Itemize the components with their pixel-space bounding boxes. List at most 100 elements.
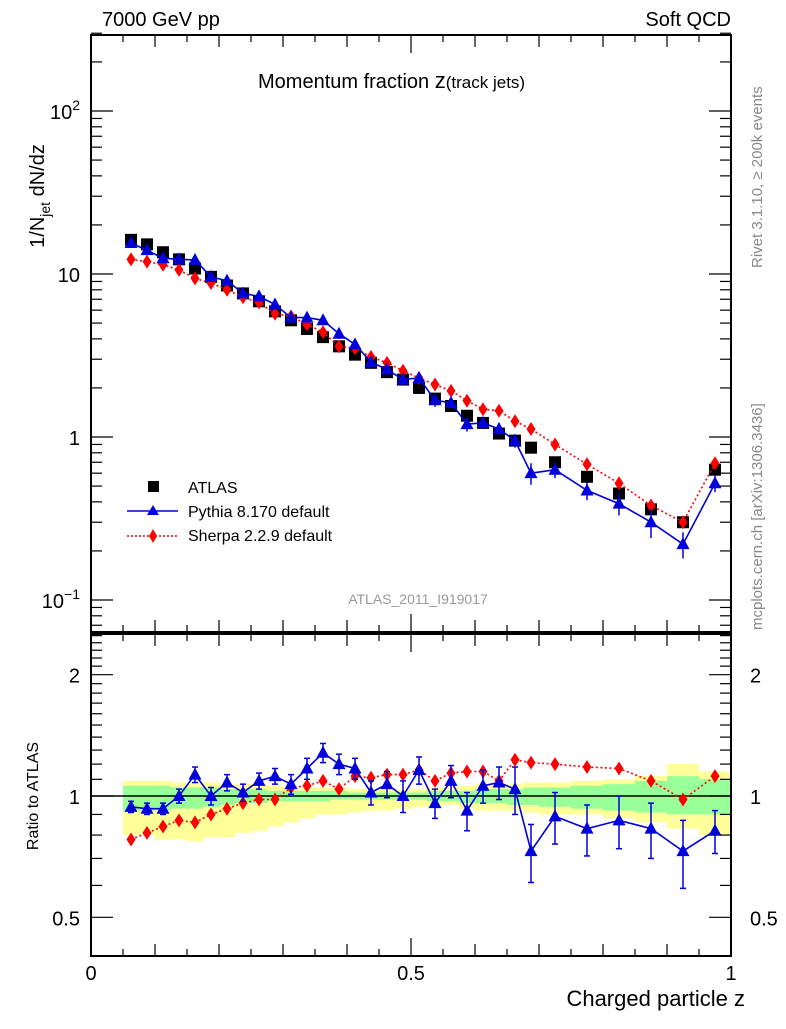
ratio-pythia-point: [460, 803, 474, 816]
ratio-sherpa-point: [462, 764, 472, 779]
main-sherpa-point: [142, 254, 152, 269]
ratio-sherpa-point: [190, 815, 200, 830]
legend-pythia-label: Pythia 8.170 default: [188, 504, 330, 521]
ratio-panel: 2 21 10.5 0.5 0 0.5 1 Ratio to ATLAS Charged …: [25, 633, 778, 1011]
mcplots-label: mcplots.cern.ch [arXiv:1306.3436]: [749, 403, 766, 630]
ratio-pythia-point: [428, 796, 442, 809]
ratio-pythia-point: [140, 801, 154, 814]
tick-exponent: −1: [64, 586, 80, 602]
main-sherpa-point: [526, 421, 536, 436]
legend-atlas-label: ATLAS: [188, 480, 238, 497]
ratio-pythia-point: [396, 789, 410, 801]
main-sherpa-point: [678, 515, 688, 530]
main-sherpa-point: [478, 402, 488, 417]
ratio-sherpa-point: [142, 825, 152, 840]
main-y-axis-label-main: 1/N: [27, 217, 49, 248]
ratio-sherpa-point: [222, 801, 232, 816]
ratio-pythia-point: [332, 757, 346, 770]
legend: ATLAS Pythia 8.170 default Sherpa 2.2.9 …: [127, 480, 333, 545]
main-pythia-point: [156, 251, 170, 264]
header-energy-label: 7000 GeV pp: [102, 9, 220, 31]
ratio-sherpa-point: [158, 819, 168, 834]
ratio-stat-uncertainty-band: [187, 787, 204, 809]
main-sherpa-point: [222, 282, 232, 297]
main-pythia-point: [364, 355, 378, 368]
ratio-sherpa-point: [398, 767, 408, 782]
main-pythia-point: [396, 372, 410, 385]
main-pythia-point: [428, 393, 442, 406]
ratio-pythia-point: [204, 789, 218, 801]
main-atlas-point: [413, 381, 425, 394]
main-y-tick-label: 10−1: [42, 586, 80, 613]
legend-atlas-marker: [148, 481, 159, 492]
main-y-tick-label: 10: [58, 265, 80, 287]
main-sherpa-point: [190, 271, 200, 286]
main-sherpa-point: [462, 393, 472, 408]
main-pythia-point: [284, 310, 298, 323]
ratio-stat-uncertainty-band: [219, 789, 236, 805]
ratio-sherpa-point: [526, 755, 536, 770]
main-pythia-point: [332, 326, 346, 339]
main-pythia-point: [140, 243, 154, 256]
ratio-pythia-point: [676, 844, 690, 857]
main-pythia-point: [460, 417, 474, 430]
ratio-pythia-point: [580, 821, 594, 834]
main-sherpa-point: [270, 306, 280, 321]
ratio-pythia-point: [316, 745, 330, 758]
main-pythia-point: [708, 476, 722, 489]
main-sherpa-point: [494, 403, 504, 418]
ratio-pythia-point: [220, 775, 234, 788]
main-pythia-point: [220, 273, 234, 286]
ratio-pythia-point: [524, 844, 538, 857]
legend-sherpa-label: Sherpa 2.2.9 default: [188, 528, 333, 545]
main-y-tick-label: 1: [69, 428, 80, 450]
main-y-axis-label-rest: dN/dz: [27, 144, 49, 202]
ratio-pythia-point: [364, 785, 378, 798]
ratio-y-tick-label-right: 2: [750, 666, 761, 688]
ratio-pythia-point: [188, 767, 202, 780]
ratio-pythia-point: [492, 775, 506, 788]
ratio-sherpa-point: [126, 832, 136, 847]
ratio-stat-uncertainty-band: [139, 785, 156, 811]
ratio-pythia-point: [612, 813, 626, 826]
main-pythia-point: [124, 235, 138, 248]
main-sherpa-point: [710, 456, 720, 471]
main-sherpa-point: [510, 414, 520, 429]
main-pythia-point: [476, 415, 490, 428]
ratio-sherpa-point: [334, 782, 344, 797]
ratio-y-tick-labels: 2 2 1 1 0.5 0.5: [52, 666, 778, 931]
main-pythia-point: [612, 496, 626, 509]
main-sherpa-point: [126, 252, 136, 267]
ratio-sherpa-point: [206, 807, 216, 822]
ratio-pythia-point: [236, 785, 250, 798]
ratio-sherpa-point: [430, 773, 440, 788]
main-pythia-point: [300, 310, 314, 323]
ratio-pythia-point: [156, 801, 170, 814]
ratio-sherpa-point: [678, 792, 688, 807]
main-sherpa-point: [430, 377, 440, 392]
main-sherpa-point: [174, 262, 184, 277]
main-plot-frame: [90, 34, 732, 633]
rivet-version-label: Rivet 3.1.10, ≥ 200k events: [749, 86, 766, 268]
ratio-sherpa-point: [582, 760, 592, 775]
main-pythia-point: [524, 466, 538, 479]
ratio-sherpa-point: [318, 773, 328, 788]
ratio-sherpa-point: [614, 761, 624, 776]
ratio-sherpa-point: [646, 773, 656, 788]
main-pythia-point: [204, 269, 218, 282]
x-tick-label: 1: [725, 963, 736, 985]
main-pythia-point: [676, 537, 690, 550]
ratio-pythia-point: [172, 789, 186, 801]
main-sherpa-point: [318, 325, 328, 340]
ratio-uncertainty-bands: [123, 764, 732, 842]
ratio-sherpa-point: [270, 792, 280, 807]
plot-title-variable: z: [435, 68, 446, 93]
ratio-pythia-point: [124, 799, 138, 812]
main-pythia-point: [236, 286, 250, 299]
ratio-pythia-point: [380, 777, 394, 790]
ratio-stat-uncertainty-band: [699, 779, 732, 815]
main-pythia-point: [380, 362, 394, 375]
